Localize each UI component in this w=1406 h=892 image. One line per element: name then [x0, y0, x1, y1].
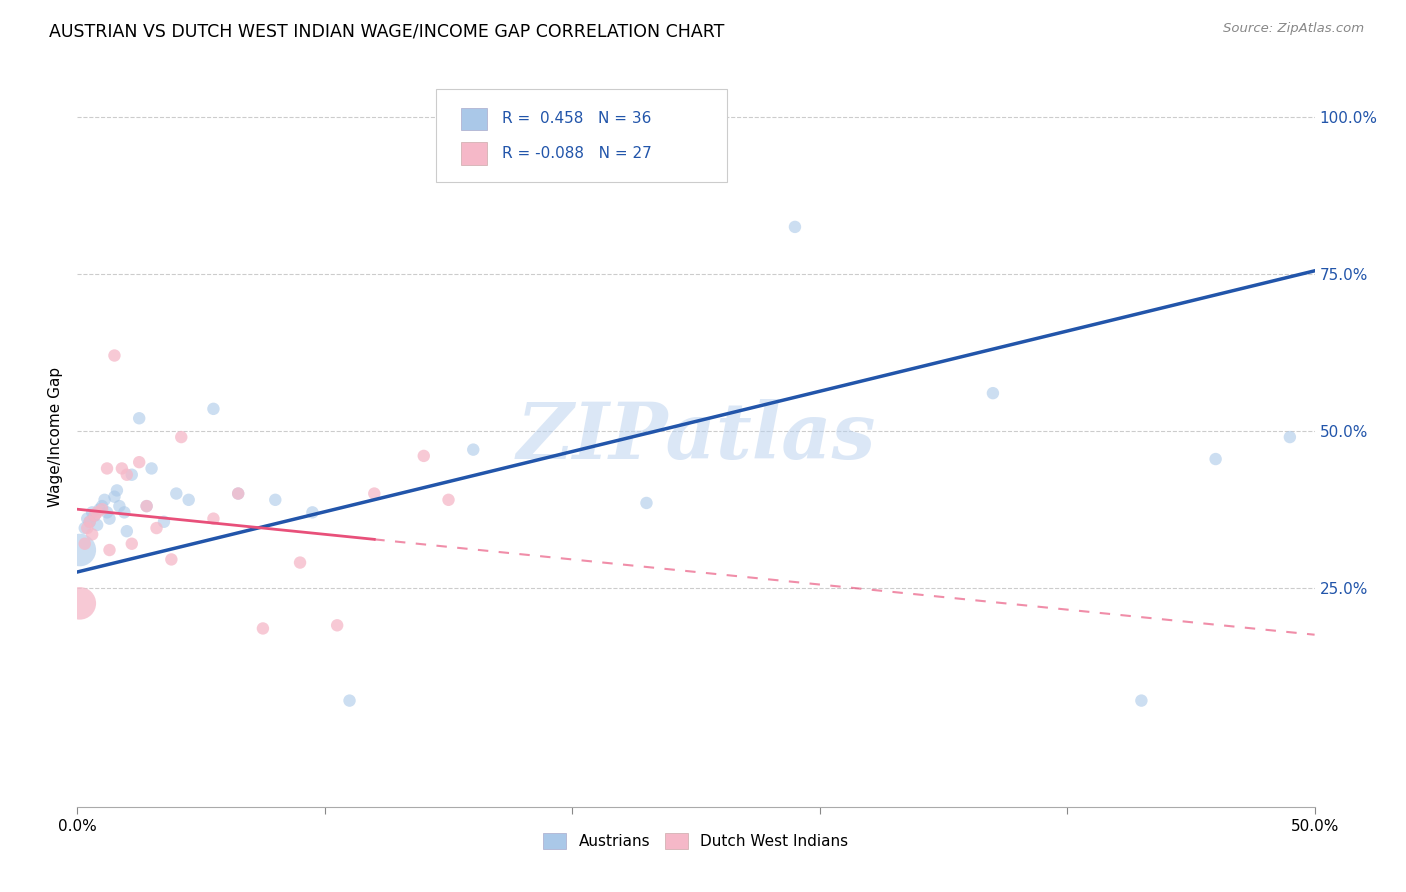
Point: [86, 517, 108, 532]
Point: [108, 499, 131, 513]
FancyBboxPatch shape: [461, 143, 486, 165]
Point: [437, 492, 460, 507]
Point: [115, 467, 138, 482]
Text: R = -0.088   N = 27: R = -0.088 N = 27: [502, 146, 651, 161]
Point: [636, 496, 658, 510]
Point: [73, 521, 96, 535]
Point: [91, 499, 114, 513]
Point: [91, 502, 114, 516]
Point: [111, 461, 134, 475]
Point: [264, 492, 287, 507]
Point: [115, 524, 138, 539]
Point: [177, 492, 200, 507]
Point: [89, 502, 111, 516]
Point: [202, 401, 225, 416]
Point: [98, 543, 121, 558]
Point: [226, 486, 249, 500]
Point: [76, 521, 98, 535]
Point: [141, 461, 163, 475]
Point: [128, 455, 150, 469]
Point: [86, 505, 108, 519]
Point: [103, 490, 125, 504]
FancyBboxPatch shape: [461, 108, 486, 130]
FancyBboxPatch shape: [436, 89, 727, 182]
Point: [1205, 452, 1227, 467]
Point: [160, 552, 183, 566]
Legend: Austrians, Dutch West Indians: Austrians, Dutch West Indians: [537, 827, 855, 855]
Point: [252, 622, 274, 636]
Point: [1130, 693, 1153, 707]
Point: [288, 556, 311, 570]
Point: [105, 483, 128, 498]
Point: [339, 693, 361, 707]
Point: [145, 521, 167, 535]
Point: [82, 505, 104, 519]
Point: [76, 511, 98, 525]
Point: [83, 508, 105, 523]
Point: [82, 527, 104, 541]
Point: [121, 537, 143, 551]
Point: [153, 515, 176, 529]
Point: [783, 219, 806, 234]
Text: ZIPatlas: ZIPatlas: [516, 399, 876, 475]
Point: [165, 486, 187, 500]
Point: [96, 505, 118, 519]
Point: [98, 511, 121, 525]
Text: AUSTRIAN VS DUTCH WEST INDIAN WAGE/INCOME GAP CORRELATION CHART: AUSTRIAN VS DUTCH WEST INDIAN WAGE/INCOM…: [49, 22, 724, 40]
Point: [363, 486, 385, 500]
Point: [79, 515, 101, 529]
Point: [128, 411, 150, 425]
Point: [301, 505, 323, 519]
Point: [226, 486, 249, 500]
Point: [135, 499, 157, 513]
Point: [135, 499, 157, 513]
Point: [202, 511, 225, 525]
Point: [112, 505, 135, 519]
Point: [1278, 430, 1301, 444]
Point: [412, 449, 434, 463]
Point: [170, 430, 193, 444]
Point: [96, 461, 118, 475]
Point: [83, 508, 105, 523]
Point: [326, 618, 349, 632]
Y-axis label: Wage/Income Gap: Wage/Income Gap: [48, 367, 63, 508]
Point: [463, 442, 485, 457]
Text: Source: ZipAtlas.com: Source: ZipAtlas.com: [1223, 22, 1364, 36]
Point: [981, 386, 1004, 401]
Point: [69, 543, 91, 558]
Point: [103, 349, 125, 363]
Point: [73, 537, 96, 551]
Text: R =  0.458   N = 36: R = 0.458 N = 36: [502, 112, 651, 127]
Point: [79, 515, 101, 529]
Point: [93, 492, 115, 507]
Point: [121, 467, 143, 482]
Point: [69, 596, 91, 610]
